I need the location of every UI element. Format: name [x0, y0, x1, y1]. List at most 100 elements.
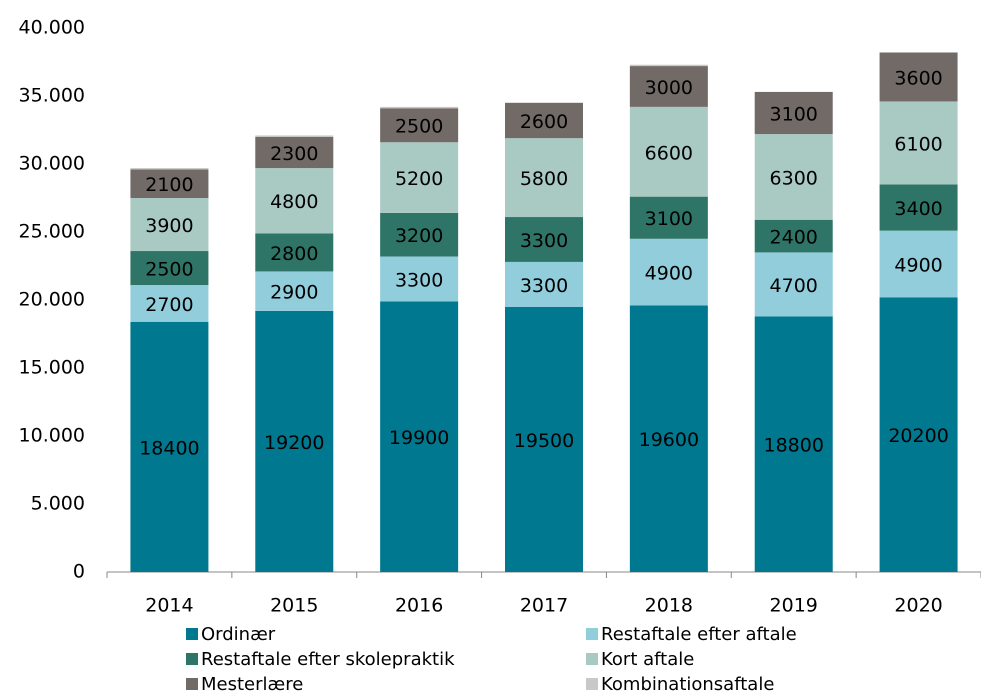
bar-segment — [505, 102, 583, 139]
data-label: 4700 — [770, 275, 818, 297]
bar-segment — [130, 251, 209, 286]
data-label: 3000 — [645, 77, 693, 99]
x-tick-label: 2018 — [645, 595, 693, 617]
data-label: 3600 — [894, 67, 942, 89]
bar-segment — [629, 66, 708, 107]
data-label: 18800 — [763, 435, 823, 457]
bar-segment — [629, 196, 708, 239]
data-label: 4800 — [270, 191, 318, 213]
legend-label: Mesterlære — [201, 674, 303, 693]
legend-label: Restaftale efter skolepraktik — [201, 649, 455, 670]
x-tick-label: 2015 — [270, 595, 318, 617]
y-tick-label: 25.000 — [19, 221, 85, 243]
legend-swatch — [586, 628, 598, 640]
x-tick-label: 2016 — [395, 595, 443, 617]
bar-segment — [629, 238, 708, 306]
data-label: 3100 — [770, 104, 818, 126]
data-label: 2800 — [270, 243, 318, 265]
data-label: 6300 — [770, 167, 818, 189]
bar-segment — [380, 108, 459, 143]
y-tick-label: 35.000 — [19, 85, 85, 107]
data-label: 18400 — [139, 437, 199, 459]
bar-segment — [629, 64, 708, 67]
bar-segment — [255, 310, 334, 572]
bar-segment — [754, 252, 833, 317]
data-label: 19500 — [514, 430, 574, 452]
y-tick-label: 20.000 — [19, 289, 85, 311]
data-label: 3900 — [145, 215, 193, 237]
bar-segment — [505, 306, 583, 572]
bar-segment — [380, 212, 459, 257]
x-tick-label: 2014 — [145, 595, 193, 617]
bar-segment — [130, 168, 209, 170]
legend-label: Kombinationsaftale — [601, 674, 774, 693]
data-label: 5200 — [395, 168, 443, 190]
bar-segment — [505, 261, 583, 307]
legend-swatch — [186, 653, 198, 665]
data-label: 2700 — [145, 294, 193, 316]
bar-segment — [380, 301, 459, 572]
data-label: 20200 — [888, 425, 948, 447]
bar-segment — [754, 219, 833, 253]
data-label: 2600 — [520, 111, 568, 133]
bar-segment — [505, 138, 583, 218]
bar-segment — [255, 271, 334, 311]
x-tick-label: 2017 — [520, 595, 568, 617]
bar-segment — [380, 106, 459, 109]
legend-swatch — [586, 653, 598, 665]
bar-segment — [505, 217, 583, 262]
data-label: 3400 — [894, 198, 942, 220]
bar-segment — [380, 142, 459, 213]
bar-segment — [879, 230, 958, 298]
bar-segment — [629, 106, 708, 197]
data-label: 4900 — [894, 254, 942, 276]
bar-segment — [255, 135, 334, 137]
bar-segment — [380, 256, 459, 302]
x-tick-label: 2019 — [770, 595, 818, 617]
data-label: 2100 — [145, 174, 193, 196]
legend-swatch — [186, 678, 198, 690]
legend-swatch — [186, 628, 198, 640]
bar-segment — [629, 305, 708, 572]
bar-segment — [255, 168, 334, 234]
bar-segment — [130, 198, 209, 252]
legend-label: Kort aftale — [601, 649, 694, 670]
data-label: 3300 — [395, 269, 443, 291]
data-label: 19200 — [264, 432, 324, 454]
bar-segment — [255, 136, 334, 169]
bar-segment — [879, 297, 958, 572]
y-tick-label: 5.000 — [31, 493, 85, 515]
y-tick-label: 30.000 — [19, 153, 85, 175]
y-tick-label: 15.000 — [19, 357, 85, 379]
legend-swatch — [586, 678, 598, 690]
data-label: 3300 — [520, 275, 568, 297]
bar-segment — [255, 233, 334, 272]
x-tick-label: 2020 — [894, 595, 942, 617]
bar-segment — [130, 169, 209, 198]
data-label: 4900 — [645, 263, 693, 285]
y-tick-label: 10.000 — [19, 425, 85, 447]
data-label: 3100 — [645, 208, 693, 230]
data-label: 19600 — [639, 429, 699, 451]
data-label: 6100 — [894, 133, 942, 155]
y-tick-label: 40.000 — [19, 17, 85, 39]
bar-segment — [130, 321, 209, 572]
bar-segment — [754, 316, 833, 572]
data-label: 6600 — [645, 142, 693, 164]
data-label: 19900 — [389, 427, 449, 449]
y-tick-label: 0 — [73, 561, 85, 583]
data-label: 5800 — [520, 168, 568, 190]
data-label: 3300 — [520, 230, 568, 252]
legend-label: Restaftale efter aftale — [601, 624, 797, 645]
data-label: 2400 — [770, 227, 818, 249]
bar-segment — [879, 52, 958, 102]
bar-segment — [754, 134, 833, 220]
bar-segment — [879, 101, 958, 185]
data-label: 2500 — [395, 116, 443, 138]
data-label: 3200 — [395, 225, 443, 247]
bar-segment — [754, 91, 833, 135]
bar-segment — [130, 285, 209, 322]
data-label: 2900 — [270, 282, 318, 304]
bar-segment — [879, 184, 958, 231]
